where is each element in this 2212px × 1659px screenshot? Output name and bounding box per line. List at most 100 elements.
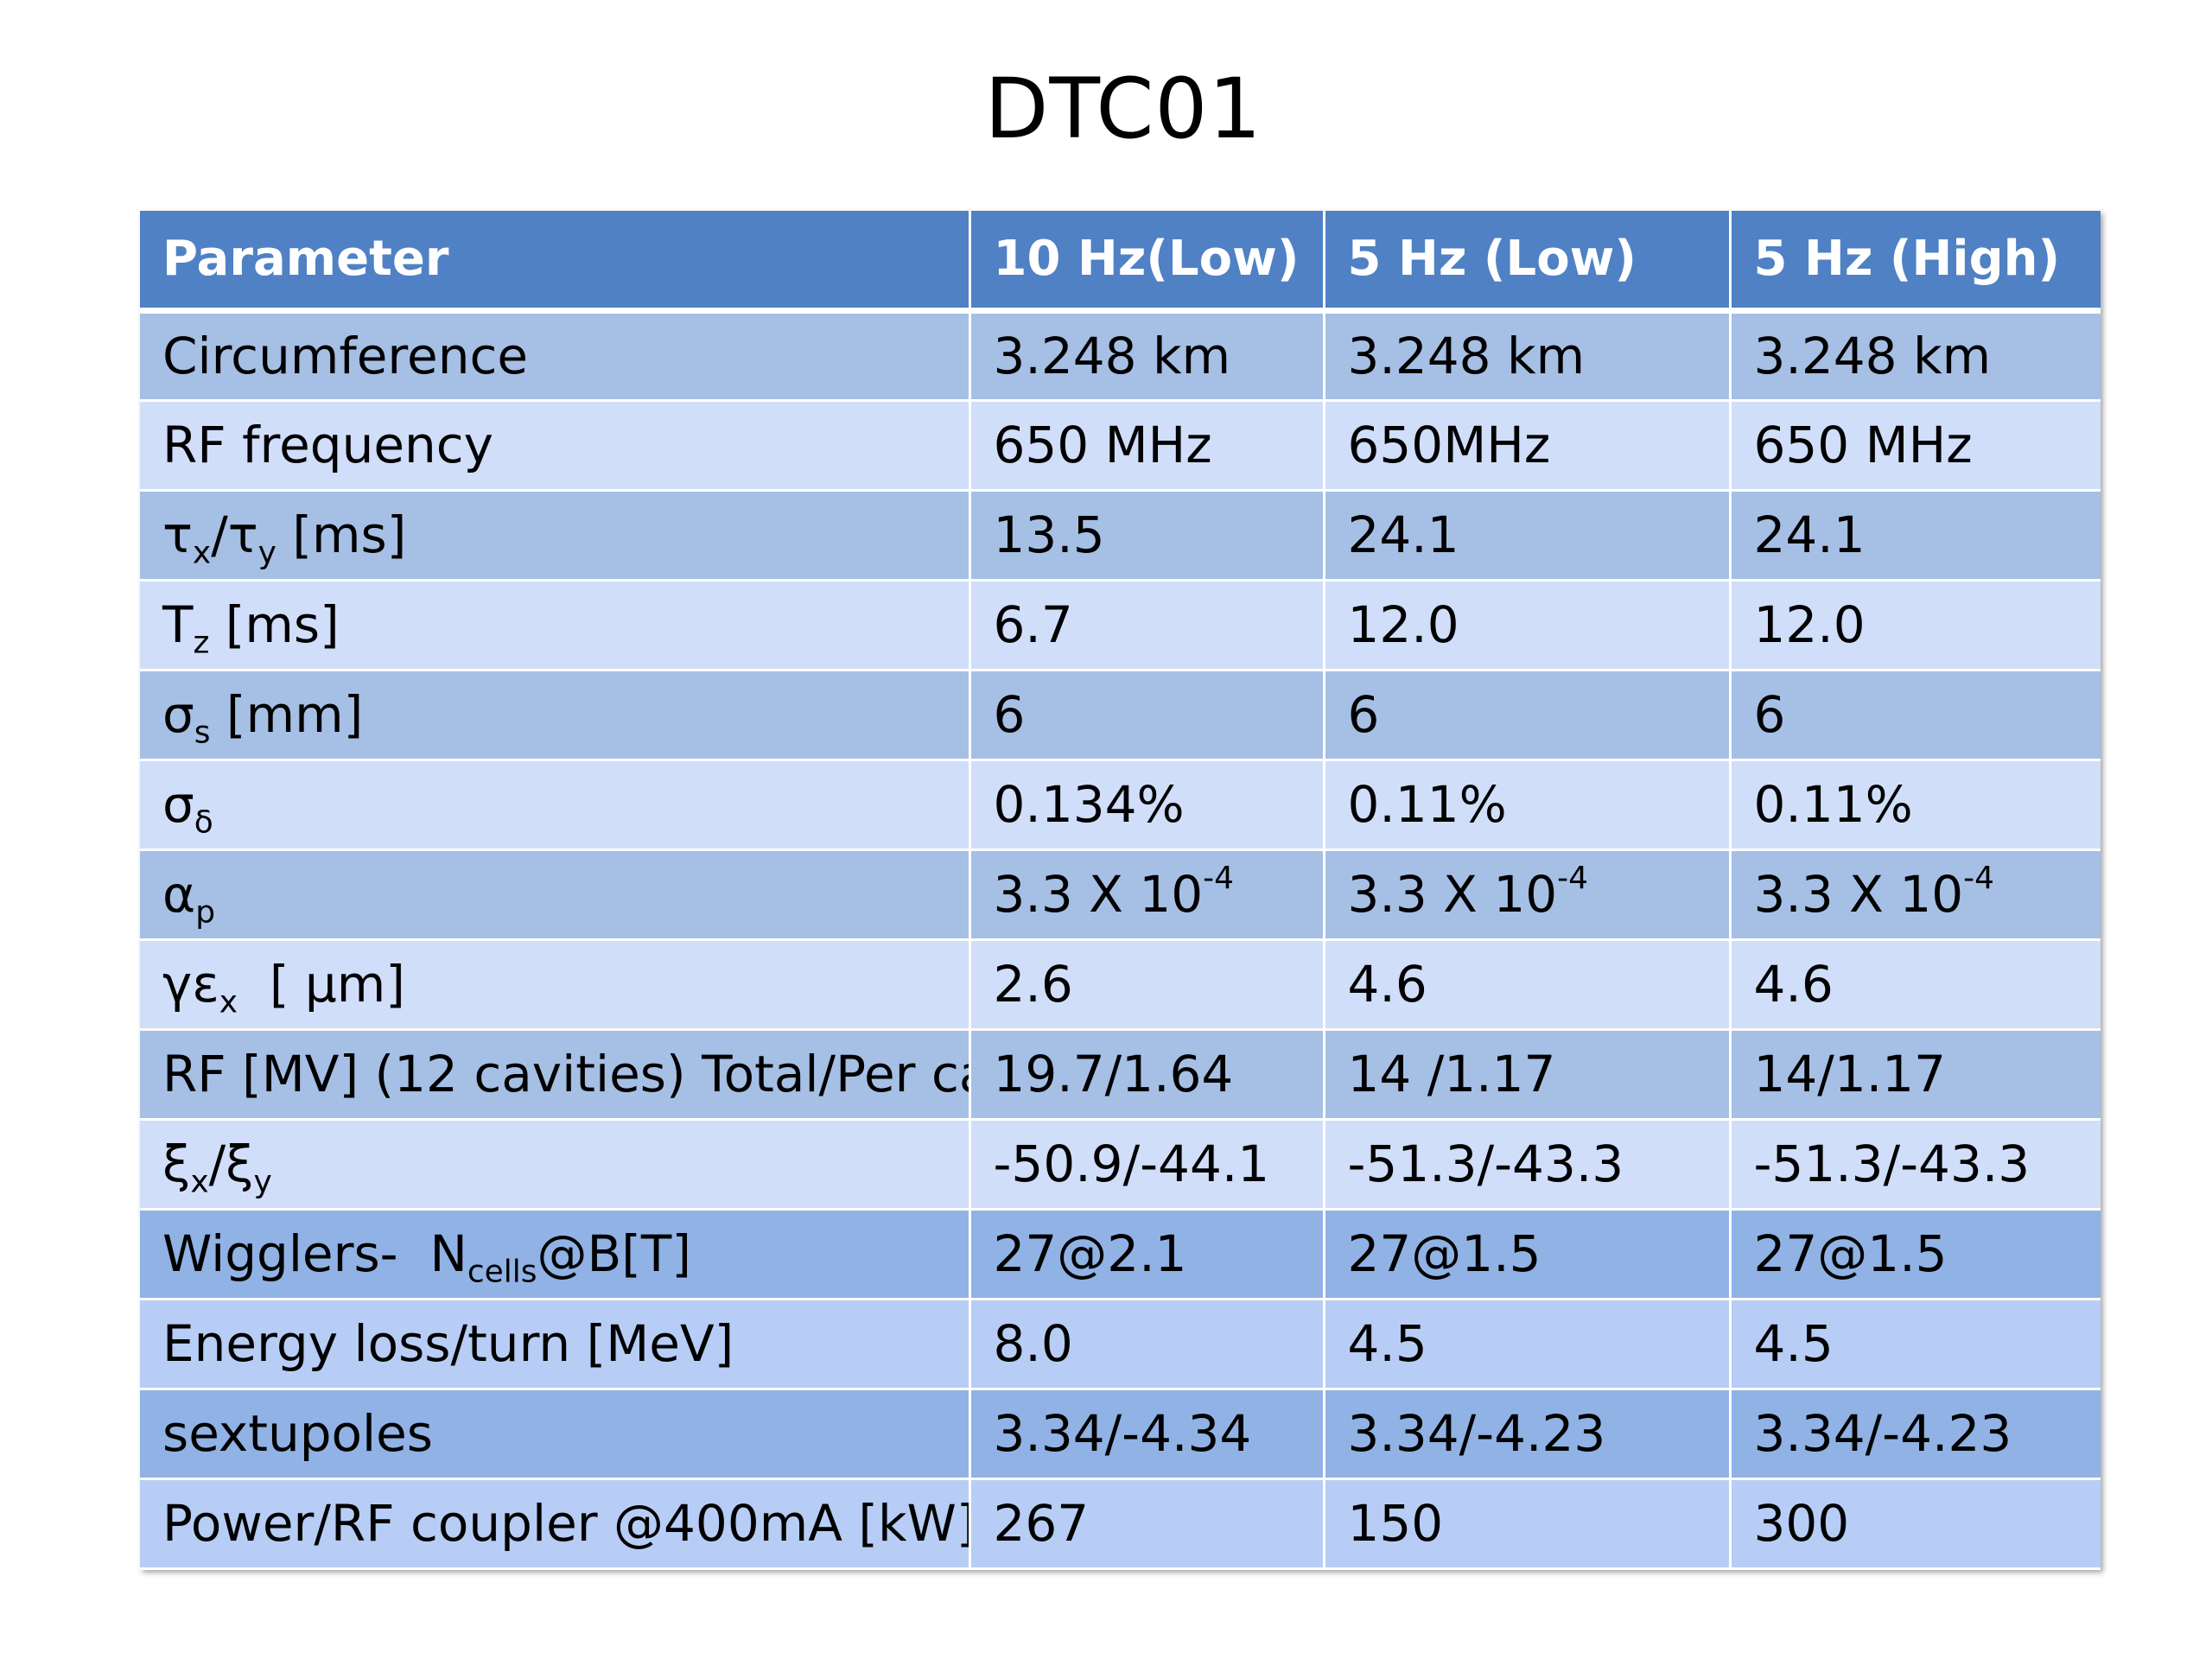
value-cell: 650 MHz	[1730, 400, 2101, 492]
table-row: αp 3.3 X 10-4 3.3 X 10-4 3.3 X 10-4	[140, 849, 2101, 941]
value-cell: 12.0	[1730, 580, 2101, 671]
value-cell: 13.5	[969, 490, 1325, 582]
param-subscript: x	[190, 1164, 209, 1200]
param-cell: γεx [ μm]	[140, 939, 971, 1031]
param-subscript: y	[257, 535, 276, 571]
param-cell: ξx/ξy	[140, 1119, 971, 1211]
value-cell: 3.34/-4.23	[1324, 1389, 1732, 1480]
value-cell: 3.248 km	[1324, 310, 1732, 402]
table-header-row: Parameter 10 Hz(Low) 5 Hz (Low) 5 Hz (Hi…	[140, 211, 2101, 314]
table-row: Energy loss/turn [MeV] 8.0 4.5 4.5	[140, 1299, 2101, 1390]
value-cell: 24.1	[1324, 490, 1732, 582]
value-cell: 3.3 X 10-4	[1324, 849, 1732, 941]
param-cell: RF frequency	[140, 400, 971, 492]
table-row: Tz [ms] 6.7 12.0 12.0	[140, 580, 2101, 671]
param-symbol: T	[162, 595, 194, 654]
value-cell: 14 /1.17	[1324, 1029, 1732, 1121]
param-subscript: y	[253, 1164, 272, 1200]
value-cell: 3.34/-4.23	[1730, 1389, 2101, 1480]
header-5hz-high: 5 Hz (High)	[1730, 211, 2101, 314]
table-row: sextupoles 3.34/-4.34 3.34/-4.23 3.34/-4…	[140, 1389, 2101, 1480]
table-row: τx/τy [ms] 13.5 24.1 24.1	[140, 490, 2101, 582]
value-cell: 3.34/-4.34	[969, 1389, 1325, 1480]
value-cell: 650 MHz	[969, 400, 1325, 492]
value-cell: 6	[1730, 670, 2101, 761]
parameter-table: Parameter 10 Hz(Low) 5 Hz (Low) 5 Hz (Hi…	[140, 211, 2101, 1570]
value-cell: 4.6	[1324, 939, 1732, 1031]
value-cell: 3.3 X 10-4	[969, 849, 1325, 941]
value-cell: 150	[1324, 1478, 1732, 1570]
value-cell: 27@1.5	[1324, 1209, 1732, 1300]
table-row: Power/RF coupler @400mA [kW] 267 150 300	[140, 1478, 2101, 1570]
value-cell: -50.9/-44.1	[969, 1119, 1325, 1211]
value-cell: 8.0	[969, 1299, 1325, 1390]
param-cell: Tz [ms]	[140, 580, 971, 671]
table-row: γεx [ μm] 2.6 4.6 4.6	[140, 939, 2101, 1031]
value-cell: 4.6	[1730, 939, 2101, 1031]
value-cell: 14/1.17	[1730, 1029, 2101, 1121]
value-cell: 3.248 km	[1730, 310, 2101, 402]
header-5hz-low: 5 Hz (Low)	[1324, 211, 1732, 314]
param-unit: [mm]	[210, 685, 364, 744]
param-unit: [ μm]	[237, 955, 405, 1014]
header-10hz-low: 10 Hz(Low)	[969, 211, 1325, 314]
value-cell: 0.11%	[1324, 760, 1732, 851]
value-cell: -51.3/-43.3	[1324, 1119, 1732, 1211]
value-cell: 3.248 km	[969, 310, 1325, 402]
param-symbol: /ξ	[208, 1135, 254, 1193]
value-cell: 27@2.1	[969, 1209, 1325, 1300]
param-symbol: σ	[162, 775, 194, 834]
param-cell: Circumference	[140, 310, 971, 402]
table-row: ξx/ξy -50.9/-44.1 -51.3/-43.3 -51.3/-43.…	[140, 1119, 2101, 1211]
table-row: RF [MV] (12 cavities) Total/Per cav 19.7…	[140, 1029, 2101, 1121]
value-cell: 267	[969, 1478, 1325, 1570]
value-cell: 27@1.5	[1730, 1209, 2101, 1300]
param-cell: τx/τy [ms]	[140, 490, 971, 582]
value-exponent: -4	[1203, 861, 1235, 897]
value-exponent: -4	[1557, 861, 1589, 897]
param-symbol: Wigglers- N	[162, 1224, 467, 1283]
param-subscript: x	[219, 984, 238, 1020]
param-unit: @B[T]	[537, 1224, 691, 1283]
value-cell: 6.7	[969, 580, 1325, 671]
param-subscript: x	[192, 535, 212, 571]
param-subscript: δ	[194, 804, 213, 841]
value-cell: -51.3/-43.3	[1730, 1119, 2101, 1211]
value-cell: 4.5	[1730, 1299, 2101, 1390]
param-cell: sextupoles	[140, 1389, 971, 1480]
value-base: 3.3 X 10	[1347, 865, 1558, 924]
param-subscript: z	[193, 625, 210, 661]
param-subscript: cells	[467, 1254, 537, 1290]
param-cell: Wigglers- Ncells@B[T]	[140, 1209, 971, 1300]
page-title: DTC01	[984, 60, 1262, 157]
param-cell: αp	[140, 849, 971, 941]
table-row: Wigglers- Ncells@B[T] 27@2.1 27@1.5 27@1…	[140, 1209, 2101, 1300]
param-symbol: τ	[162, 505, 193, 564]
table-row: σδ 0.134% 0.11% 0.11%	[140, 760, 2101, 851]
param-unit: [ms]	[209, 595, 340, 654]
param-cell: σδ	[140, 760, 971, 851]
value-base: 3.3 X 10	[993, 865, 1204, 924]
value-exponent: -4	[1963, 861, 1995, 897]
param-symbol: γε	[162, 955, 219, 1014]
param-symbol: /τ	[211, 505, 258, 564]
param-cell: σs [mm]	[140, 670, 971, 761]
param-symbol: σ	[162, 685, 194, 744]
param-subscript: s	[194, 715, 211, 751]
header-parameter: Parameter	[140, 211, 971, 314]
table-row: RF frequency 650 MHz 650MHz 650 MHz	[140, 400, 2101, 492]
value-cell: 4.5	[1324, 1299, 1732, 1390]
value-base: 3.3 X 10	[1753, 865, 1964, 924]
value-cell: 24.1	[1730, 490, 2101, 582]
value-cell: 12.0	[1324, 580, 1732, 671]
table-row: Circumference 3.248 km 3.248 km 3.248 km	[140, 310, 2101, 402]
value-cell: 6	[1324, 670, 1732, 761]
value-cell: 19.7/1.64	[969, 1029, 1325, 1121]
value-cell: 650MHz	[1324, 400, 1732, 492]
param-unit: [ms]	[276, 505, 407, 564]
param-cell: Power/RF coupler @400mA [kW]	[140, 1478, 971, 1570]
param-symbol: α	[162, 865, 196, 924]
value-cell: 6	[969, 670, 1325, 761]
value-cell: 3.3 X 10-4	[1730, 849, 2101, 941]
param-cell: RF [MV] (12 cavities) Total/Per cav	[140, 1029, 971, 1121]
